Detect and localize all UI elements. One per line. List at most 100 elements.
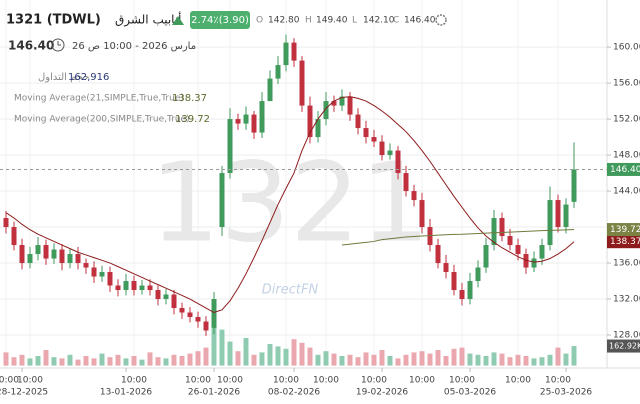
volume-bar	[291, 339, 297, 366]
x-time-label: 10:00	[545, 376, 571, 386]
x-time-label: 10:00	[17, 376, 43, 386]
marks	[0, 34, 607, 366]
volume-bar	[227, 341, 233, 366]
candle-body	[403, 173, 409, 192]
candle-body	[547, 200, 553, 246]
candle-body	[187, 312, 193, 318]
legend-ma200-value: 139.72	[175, 114, 210, 125]
volume-bar	[251, 354, 257, 366]
volume-bar	[219, 329, 225, 366]
settings-icon[interactable]	[435, 14, 447, 26]
volume-bar	[507, 357, 513, 366]
price-tag-label: 139.72	[610, 225, 640, 235]
candle-body	[539, 245, 545, 259]
change: 2.74٪(3.90)	[191, 15, 249, 26]
candle-body	[131, 281, 137, 291]
legend-ma21: Moving Average(21,SIMPLE,True,True)	[14, 94, 184, 104]
volume-bar	[75, 359, 81, 366]
candle-body	[83, 263, 89, 268]
candle-body	[211, 299, 217, 328]
candle-body	[67, 254, 73, 264]
candle-body	[507, 236, 513, 246]
volume-bar	[539, 357, 545, 366]
candle-body	[259, 101, 265, 133]
legend-ma200: Moving Average(200,SIMPLE,True,True)	[14, 115, 190, 125]
x-tick-label: 26-01-2026	[188, 388, 241, 398]
volume-bar	[43, 350, 49, 366]
moving-average-line	[5, 96, 575, 314]
ohlc-label: O	[256, 16, 263, 26]
volume-bar	[531, 358, 537, 366]
ohlc-label: C	[393, 16, 399, 26]
volume-bar	[19, 354, 25, 366]
y-tick-label: 160.00	[613, 43, 640, 53]
axis: 160.00156.00152.00148.00144.00140.00136.…	[0, 43, 640, 398]
volume-bar	[339, 356, 345, 366]
volume-bar	[435, 350, 441, 366]
candle-body	[195, 317, 201, 322]
volume-bar	[179, 356, 185, 366]
candle-body	[115, 285, 121, 291]
candle-body	[347, 96, 353, 115]
candle-body	[219, 173, 225, 228]
x-time-label: 10:00	[185, 376, 211, 386]
x-tick-label: 28-12-2025	[0, 388, 48, 398]
candle-body	[139, 285, 145, 291]
y-tick-label: 144.00	[613, 187, 640, 197]
candle-body	[283, 42, 289, 66]
volume-bar	[379, 350, 385, 366]
candle-body	[107, 272, 113, 286]
candle-body	[443, 263, 449, 273]
candle-body	[315, 119, 321, 138]
candle-body	[475, 267, 481, 282]
price-tag	[607, 235, 640, 249]
volume-bar	[515, 354, 521, 366]
price-tag	[607, 223, 640, 237]
candle-body	[339, 96, 345, 106]
x-time-label: 10:00	[505, 376, 531, 386]
volume-bar	[243, 338, 249, 366]
volume-bar	[403, 354, 409, 366]
volume-bar	[275, 346, 281, 366]
candle-body	[483, 245, 489, 268]
candle-body	[123, 281, 129, 291]
candle-body	[227, 119, 233, 174]
x-tick-label: 08-02-2026	[268, 388, 321, 398]
volume-bar	[35, 356, 41, 366]
x-time-label: 10:00	[449, 376, 475, 386]
volume-bar	[555, 347, 561, 366]
candle-body	[459, 290, 465, 300]
ohlc-value: 142.80	[268, 16, 300, 26]
volume-bar	[427, 353, 433, 366]
volume-bar	[483, 356, 489, 366]
volume-bar	[83, 356, 89, 366]
volume-bar	[371, 354, 377, 366]
volume-label: حجم التداول	[38, 72, 89, 83]
volume-bar	[475, 354, 481, 366]
ohlc-value: 149.40	[316, 16, 348, 26]
ohlc-value: 146.40	[404, 16, 436, 26]
volume-bar	[387, 356, 393, 366]
volume-bar	[195, 351, 201, 366]
volume-bar	[307, 347, 313, 366]
x-time-label: 10:00	[121, 376, 147, 386]
x-time-label: 10:00	[313, 376, 339, 386]
volume-bar	[451, 348, 457, 366]
volume-bar	[3, 352, 9, 366]
volume-bar	[499, 353, 505, 366]
volume-bar	[123, 358, 129, 366]
candle-body	[3, 218, 9, 228]
candle-body	[59, 249, 65, 264]
y-tick-label: 128.00	[613, 331, 640, 341]
candle-body	[363, 128, 369, 138]
watermark-symbol: 1321	[150, 138, 430, 266]
volume-bar	[547, 354, 553, 366]
legend-ma21-value: 138.37	[172, 93, 207, 104]
y-tick-label: 148.00	[613, 151, 640, 161]
y-tick-label: 136.00	[613, 259, 640, 269]
candle-body	[395, 150, 401, 174]
candle-body	[299, 60, 305, 106]
volume-bar	[443, 356, 449, 366]
volume-bar	[411, 352, 417, 366]
